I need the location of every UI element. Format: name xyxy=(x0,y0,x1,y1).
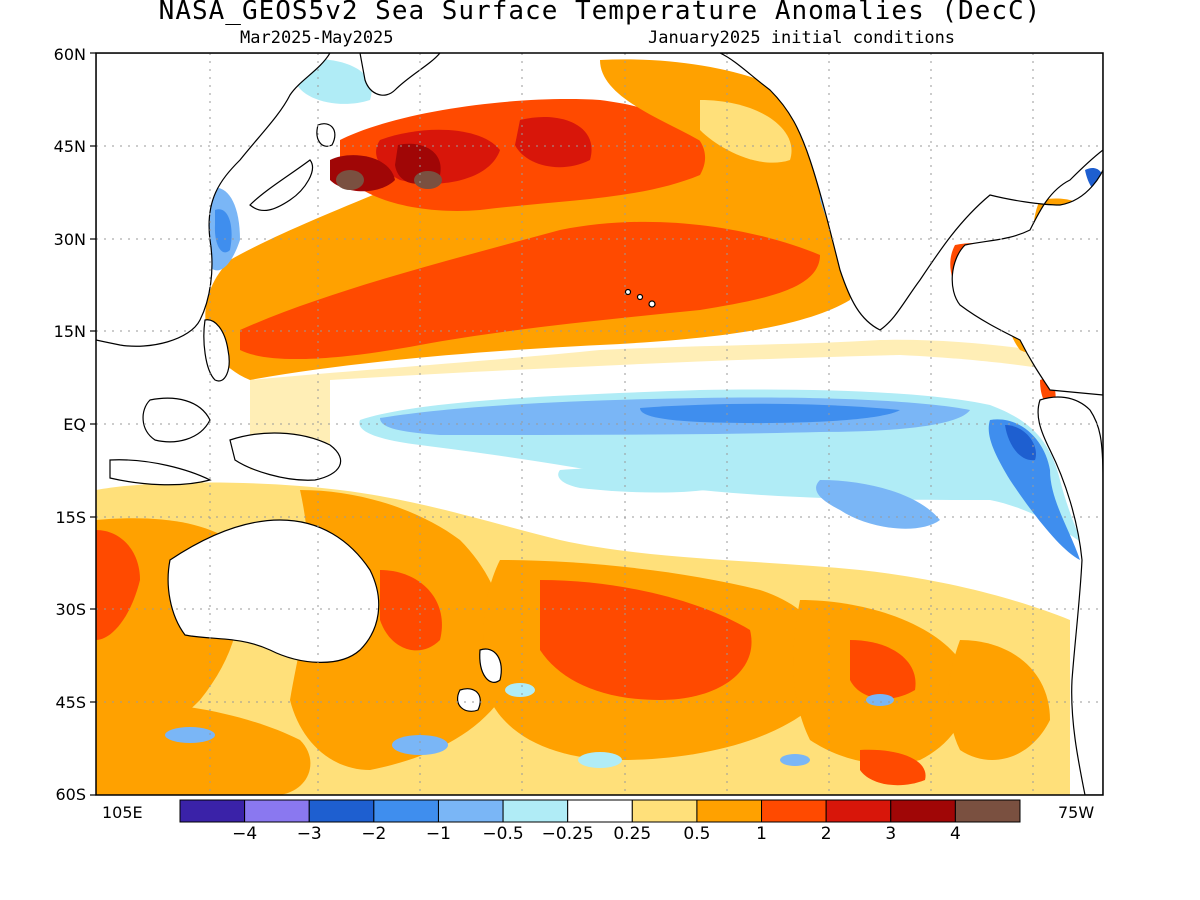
lat-ticks xyxy=(90,52,96,796)
lat-label-30s: 30S xyxy=(55,600,86,619)
colorbar-swatch xyxy=(502,799,569,823)
lat-label-45n: 45N xyxy=(53,137,86,156)
colorbar-tick-label: −0.25 xyxy=(541,824,594,844)
season-subtitle: Mar2025-May2025 xyxy=(240,28,394,48)
colorbar-swatch xyxy=(825,799,892,823)
colorbar-tick-label: −2 xyxy=(361,824,387,844)
colorbar-tick-label: 1 xyxy=(756,824,767,844)
lat-label-60s: 60S xyxy=(55,785,86,804)
lat-label-30n: 30N xyxy=(53,230,86,249)
colorbar-tick-label: 0.25 xyxy=(613,824,652,844)
colorbar-swatch xyxy=(567,799,633,823)
colorbar-swatch xyxy=(308,799,375,823)
colorbar-tick-label: −4 xyxy=(232,824,258,844)
colorbar-swatch xyxy=(954,799,1021,823)
lat-label-45s: 45S xyxy=(55,693,86,712)
lat-label-eq: EQ xyxy=(63,415,86,434)
colorbar-tick-label: −3 xyxy=(296,824,322,844)
colorbar-tick-label: 4 xyxy=(949,824,961,844)
lon-label-west: 105E xyxy=(102,803,143,822)
colorbar-swatch xyxy=(244,799,310,823)
colorbar-swatch xyxy=(437,799,504,823)
colorbar-tick-label: −1 xyxy=(425,824,451,844)
colorbar xyxy=(179,799,1021,823)
colorbar-swatch xyxy=(696,799,763,823)
colorbar-swatch xyxy=(179,799,246,823)
lat-label-60n: 60N xyxy=(53,45,86,64)
lat-label-15n: 15N xyxy=(53,322,86,341)
colorbar-swatch xyxy=(631,799,698,823)
colorbar-swatch xyxy=(761,799,827,823)
colorbar-tick-label: 3 xyxy=(885,824,897,844)
lat-label-15s: 15S xyxy=(55,508,86,527)
lon-label-east: 75W xyxy=(1058,803,1095,822)
coastlines xyxy=(96,53,1103,795)
colorbar-swatch xyxy=(373,799,439,823)
colorbar-tick-label: −0.5 xyxy=(482,824,524,844)
init-subtitle: January2025 initial conditions xyxy=(648,28,956,48)
page-title: NASA_GEOS5v2 Sea Surface Temperature Ano… xyxy=(158,0,1042,26)
colorbar-tick-label: 0.5 xyxy=(683,824,711,844)
colorbar-swatch xyxy=(890,799,956,823)
colorbar-tick-label: 2 xyxy=(820,824,832,844)
